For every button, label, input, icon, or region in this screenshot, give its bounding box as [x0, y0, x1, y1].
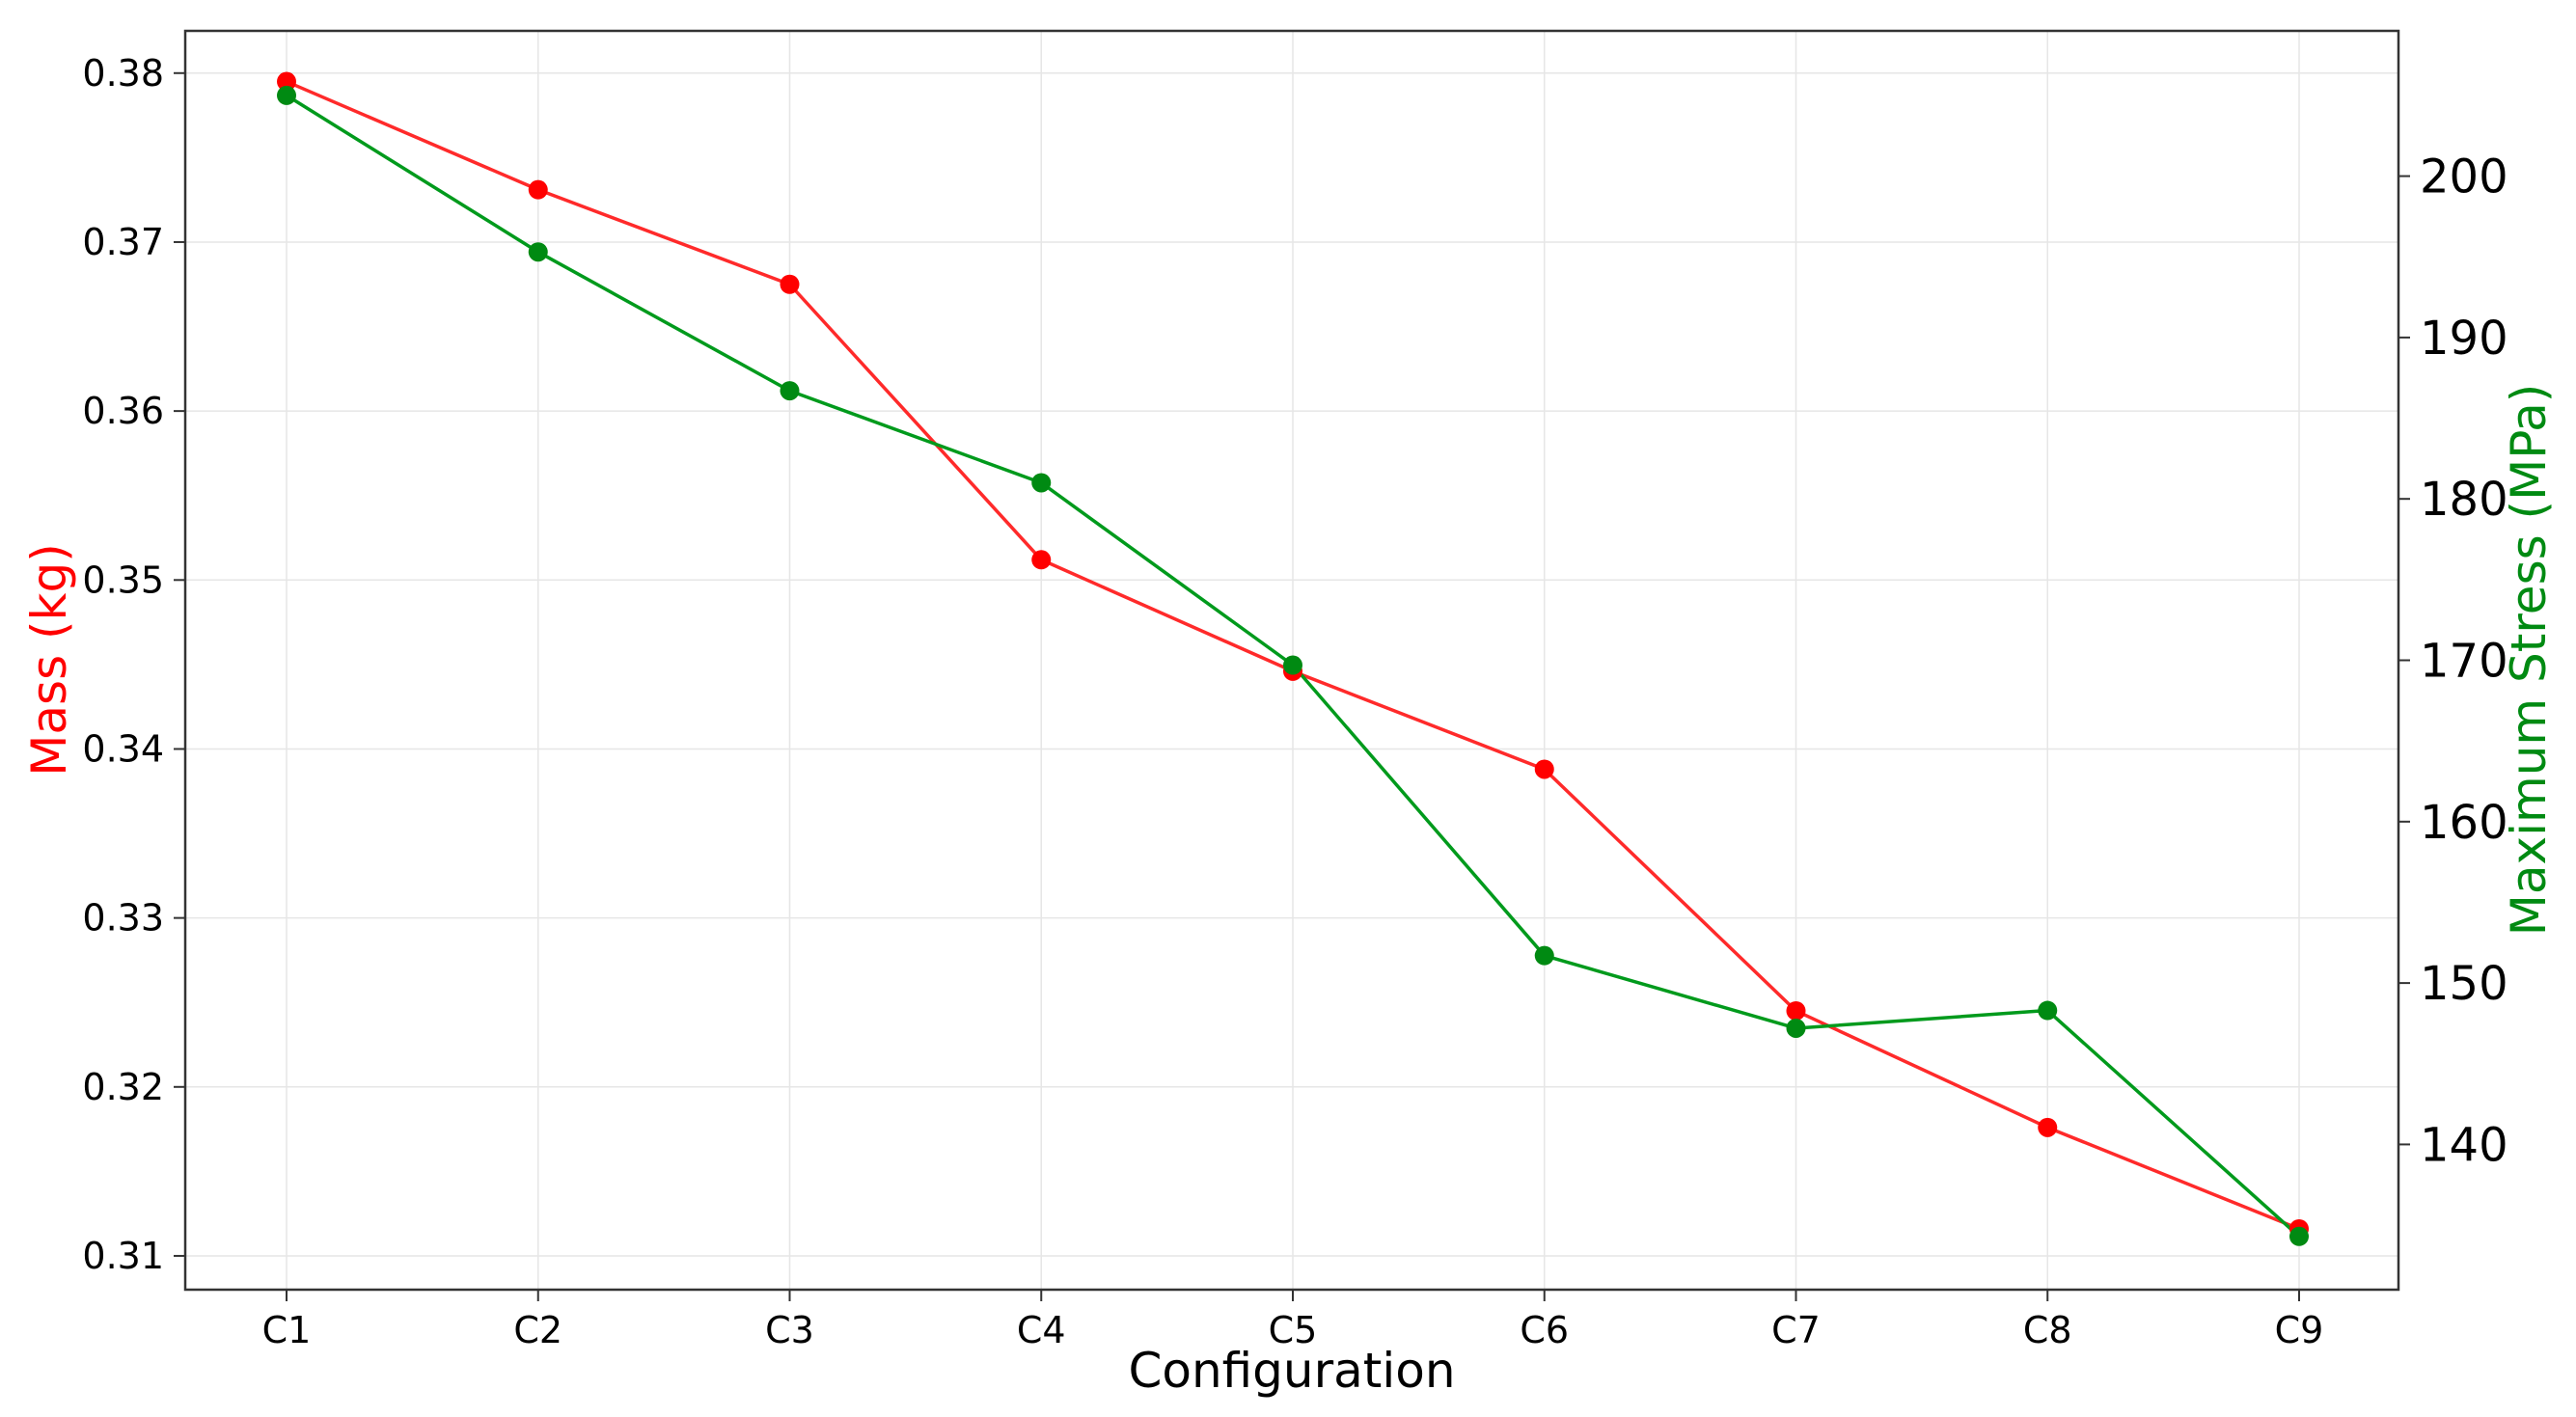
- left-y-tick-label: 0.37: [82, 221, 164, 263]
- left-y-axis-label: Mass (kg): [21, 543, 77, 776]
- mass-data-point: [277, 71, 296, 92]
- stress-data-point: [1031, 473, 1052, 493]
- axis-layer: C1 C2 C3 C4 C5 C6 C7 C8 C9 0.31 0.32 0.33 0.34 0.35 0.…: [82, 52, 2507, 1351]
- stress-data-point: [2038, 1000, 2058, 1021]
- left-y-tick-label: 0.31: [82, 1235, 164, 1277]
- stress-data-point: [1534, 945, 1554, 966]
- x-axis-label: Configuration: [1128, 1343, 1455, 1399]
- left-y-tick-label: 0.38: [82, 52, 164, 95]
- x-tick-label: C4: [1017, 1309, 1066, 1351]
- left-y-tick-label: 0.36: [82, 390, 164, 432]
- left-y-tick-label: 0.32: [82, 1066, 164, 1108]
- x-tick-label: C9: [2275, 1309, 2324, 1351]
- mass-data-point: [1534, 759, 1554, 779]
- series-layer: [277, 71, 2309, 1246]
- mass-data-point: [2038, 1117, 2058, 1137]
- right-y-tick-label: 200: [2420, 150, 2508, 204]
- x-tick-label: C3: [765, 1309, 814, 1351]
- right-y-tick-label: 150: [2420, 957, 2508, 1011]
- x-tick-label: C6: [1520, 1309, 1569, 1351]
- right-y-tick-label: 190: [2420, 312, 2508, 366]
- stress-data-point: [1283, 655, 1302, 675]
- mass-data-point: [1031, 550, 1052, 570]
- mass-data-point: [780, 274, 800, 294]
- right-y-tick-label: 180: [2420, 473, 2508, 527]
- mass-data-point: [1786, 1000, 1806, 1021]
- stress-data-point: [780, 381, 800, 401]
- right-y-tick-label: 160: [2420, 796, 2508, 850]
- stress-data-point: [528, 242, 548, 262]
- right-y-tick-label: 140: [2420, 1118, 2508, 1172]
- x-tick-label: C2: [513, 1309, 562, 1351]
- left-y-tick-label: 0.35: [82, 559, 164, 601]
- stress-data-point: [1786, 1018, 1806, 1038]
- right-y-axis-label: Maximum Stress (MPa): [2501, 384, 2557, 937]
- x-tick-label: C1: [262, 1309, 312, 1351]
- stress-data-point: [277, 85, 296, 105]
- left-y-tick-label: 0.34: [82, 727, 164, 770]
- x-tick-label: C7: [1771, 1309, 1821, 1351]
- right-y-tick-label: 170: [2420, 635, 2508, 689]
- x-tick-label: C5: [1269, 1309, 1318, 1351]
- left-y-tick-label: 0.33: [82, 897, 164, 940]
- x-tick-label: C8: [2023, 1309, 2072, 1351]
- gridlines: [185, 31, 2398, 1290]
- stress-data-point: [2289, 1226, 2309, 1246]
- mass-data-point: [528, 179, 548, 200]
